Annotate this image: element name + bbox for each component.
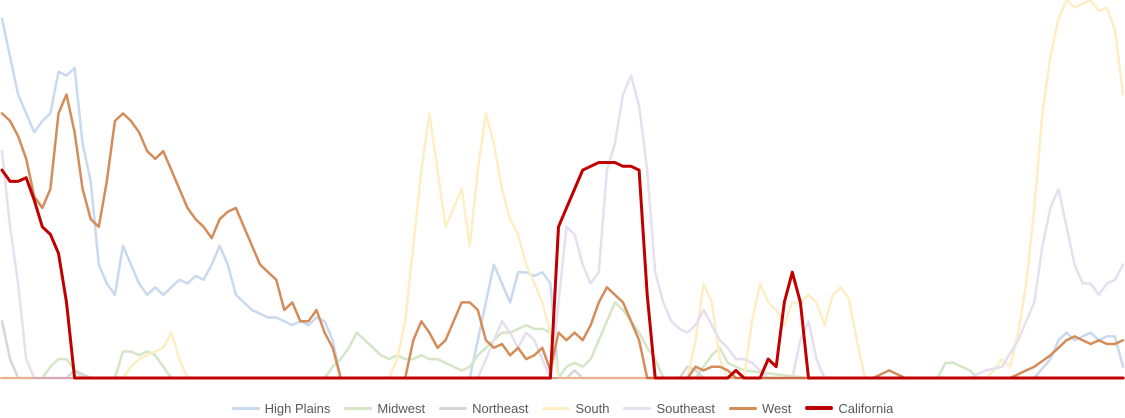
legend-item-midwest: Midwest — [344, 401, 425, 416]
series-line-south — [0, 0, 1125, 380]
legend-item-high-plains: High Plains — [231, 400, 331, 416]
series-line-high-plains — [0, 17, 1125, 380]
series-line-california — [0, 161, 1125, 380]
legend-item-california: California — [805, 401, 893, 416]
legend-item-south: South — [542, 401, 609, 416]
legend-swatch — [729, 406, 758, 410]
legend-label: California — [838, 400, 894, 416]
series-line-midwest — [0, 301, 1125, 380]
legend-label: South — [575, 400, 610, 416]
legend-label: West — [762, 400, 792, 416]
legend-item-northeast: Northeast — [439, 401, 528, 416]
legend-item-west: West — [729, 401, 791, 416]
series-line-northeast — [0, 320, 1125, 380]
chart-legend: High Plains Midwest Northeast South Southeas… — [0, 398, 1125, 418]
legend-label: Southeast — [656, 400, 716, 416]
legend-label: Midwest — [377, 400, 426, 416]
legend-swatch — [344, 406, 373, 410]
legend-swatch — [439, 406, 468, 410]
legend-swatch — [805, 406, 834, 410]
legend-label: Northeast — [472, 400, 529, 416]
legend-label: High Plains — [264, 400, 331, 416]
legend-swatch — [542, 406, 571, 410]
series-layer — [0, 0, 1125, 380]
legend-swatch — [231, 406, 260, 410]
legend-item-southeast: Southeast — [623, 401, 715, 416]
legend-swatch — [623, 406, 652, 410]
